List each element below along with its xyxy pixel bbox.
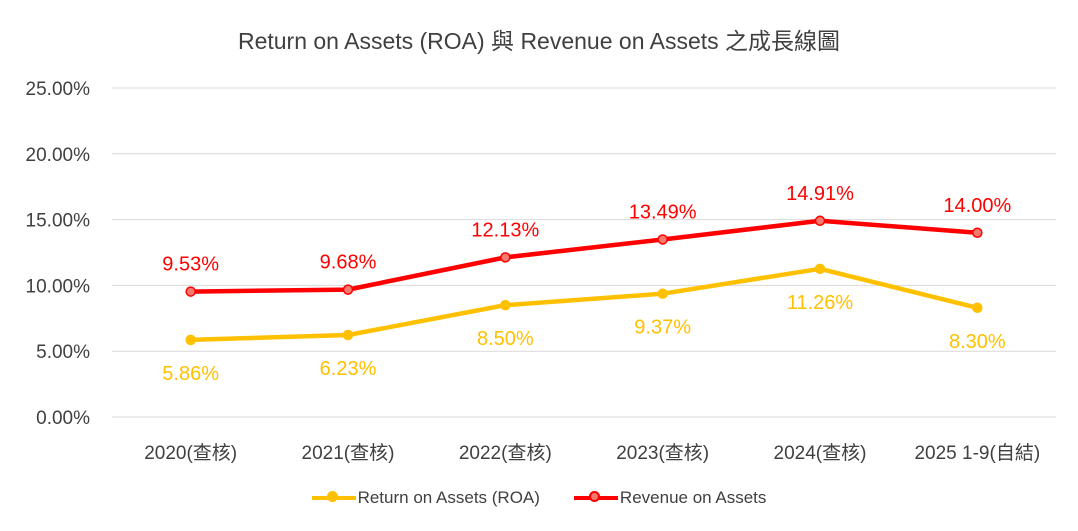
data-label: 12.13% [471, 219, 539, 241]
data-label: 8.50% [477, 328, 534, 350]
data-label: 6.23% [320, 358, 377, 380]
series-lines [185, 215, 983, 346]
y-tick-label: 20.00% [26, 145, 91, 166]
x-tick-label: 2021(查核) [302, 442, 395, 464]
x-tick-label: 2022(查核) [459, 442, 552, 464]
legend-swatch-roa [311, 491, 356, 505]
data-point [185, 334, 196, 346]
y-tick-label: 10.00% [26, 276, 91, 297]
data-label: 13.49% [629, 201, 697, 223]
x-axis-ticks: 2020(查核) 2021(查核) 2022(查核) 2023(查核) 2024(查核)… [144, 442, 1040, 464]
legend-swatch-revenue-on-assets [573, 491, 618, 505]
y-axis-ticks: 0.00% 5.00% 10.00% 15.00% 20.00% 25.00% [26, 79, 91, 429]
data-label: 8.30% [949, 331, 1006, 353]
data-point [500, 299, 511, 311]
y-tick-label: 0.00% [36, 408, 90, 429]
data-label: 9.37% [634, 317, 691, 339]
data-label: 9.53% [162, 254, 219, 276]
series-line [188, 218, 980, 294]
x-tick-label: 2023(查核) [616, 442, 709, 464]
y-tick-label: 25.00% [26, 79, 91, 100]
x-tick-label: 2024(查核) [774, 442, 867, 464]
data-labels: 5.86% 6.23% 8.50% 9.37% 11.26% 8.30% 9.53% 9.68… [162, 183, 1011, 385]
legend-item-revenue-on-assets: Revenue on Assets [573, 488, 767, 508]
data-label: 5.86% [162, 363, 219, 385]
data-label: 14.00% [943, 195, 1011, 217]
data-label: 11.26% [787, 292, 854, 314]
data-point [342, 284, 354, 295]
data-point [342, 329, 354, 341]
legend: Return on Assets (ROA) Revenue on Assets [0, 488, 1078, 508]
data-point [814, 263, 826, 275]
x-tick-label: 2025 1-9(自結) [914, 442, 1040, 464]
data-point [185, 286, 196, 297]
data-point [657, 288, 668, 299]
x-tick-label: 2020(查核) [144, 442, 237, 464]
y-tick-label: 15.00% [26, 211, 91, 232]
data-point [814, 215, 826, 227]
data-label: 14.91% [786, 183, 854, 205]
data-label: 9.68% [320, 252, 377, 274]
data-point [500, 252, 511, 263]
series-line [188, 266, 980, 343]
legend-label-revenue-on-assets: Revenue on Assets [619, 488, 767, 507]
chart-title: Return on Assets (ROA) 與 Revenue on Asse… [237, 28, 841, 54]
data-point [972, 227, 983, 239]
legend-item-roa: Return on Assets (ROA) [311, 488, 540, 508]
y-tick-label: 5.00% [36, 342, 90, 363]
data-point [972, 302, 983, 314]
legend-label-roa: Return on Assets (ROA) [357, 488, 540, 507]
data-point [657, 234, 668, 245]
grid-lines [112, 87, 1056, 418]
